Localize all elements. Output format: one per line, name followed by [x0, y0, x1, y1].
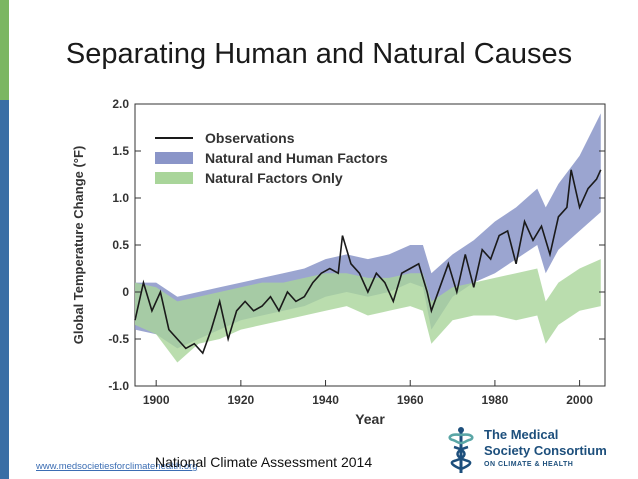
y-tick-label: -1.0 [108, 379, 129, 393]
x-tick-label: 1900 [143, 393, 170, 407]
legend-label: Natural Factors Only [205, 170, 343, 186]
y-tick-label: 0 [122, 285, 129, 299]
y-axis-label: Global Temperature Change (°F) [71, 146, 86, 345]
website-link[interactable]: www.medsocietiesforclimatehealth.org [36, 461, 198, 472]
legend-swatch-natural-only [155, 172, 193, 184]
source-caption: National Climate Assessment 2014 [155, 454, 373, 470]
caduceus-icon [448, 427, 474, 473]
slide-title: Separating Human and Natural Causes [65, 38, 573, 70]
observations-line [134, 169, 602, 355]
legend-label: Natural and Human Factors [205, 150, 388, 166]
x-axis-label: Year [355, 411, 385, 427]
x-tick-label: 1960 [397, 393, 424, 407]
y-tick-label: 0.5 [112, 238, 129, 252]
x-tick-label: 1940 [312, 393, 339, 407]
logo-line-1: The Medical [484, 427, 559, 442]
y-tick-label: 2.0 [112, 97, 129, 111]
accent-bar-green [0, 0, 9, 100]
x-tick-label: 1920 [228, 393, 255, 407]
legend-swatch-natural-and-human [155, 152, 193, 164]
consortium-logo: The Medical Society Consortium ON CLIMAT… [444, 425, 636, 475]
x-tick-label: 1980 [482, 393, 509, 407]
y-tick-label: -0.5 [108, 332, 129, 346]
logo-line-3: ON CLIMATE & HEALTH [484, 461, 574, 468]
temperature-chart: 2.0 1.5 1.0 0.5 0 -0.5 -1.0 1900 1920 1940 1960 198… [71, 97, 606, 427]
logo-line-2: Society Consortium [484, 443, 607, 458]
band-natural-only [135, 259, 601, 363]
legend-label: Observations [205, 130, 295, 146]
y-tick-label: 1.0 [112, 191, 129, 205]
x-tick-label: 2000 [566, 393, 593, 407]
y-tick-label: 1.5 [112, 144, 129, 158]
accent-bar-blue [0, 100, 9, 479]
